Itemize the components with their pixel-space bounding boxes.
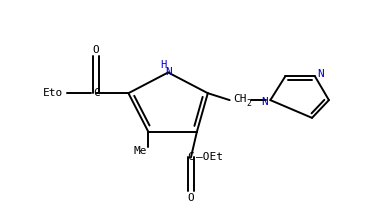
Text: O: O	[187, 193, 194, 203]
Text: 2: 2	[246, 99, 251, 108]
Text: N: N	[166, 67, 172, 77]
Text: CH: CH	[233, 94, 246, 104]
Text: C: C	[187, 152, 194, 162]
Text: C: C	[93, 88, 100, 98]
Text: Me: Me	[134, 146, 147, 156]
Text: N: N	[318, 69, 324, 79]
Text: H: H	[160, 60, 166, 70]
Text: Eto: Eto	[43, 88, 63, 98]
Text: O: O	[92, 45, 99, 55]
Text: —OEt: —OEt	[196, 152, 223, 162]
Text: N: N	[261, 97, 268, 107]
